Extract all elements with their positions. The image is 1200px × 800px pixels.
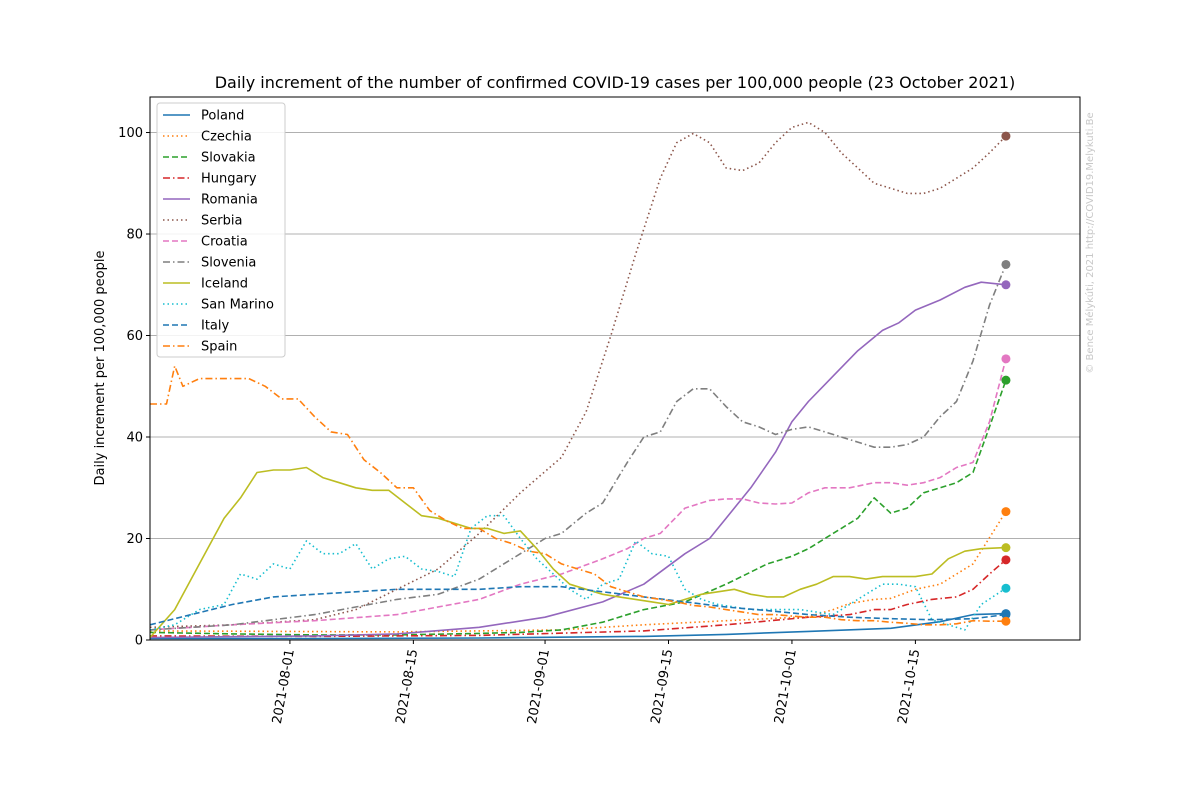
legend-label-slovakia: Slovakia	[201, 151, 256, 166]
series-line-spain	[150, 365, 1006, 626]
series-endpoint-slovenia	[1001, 259, 1011, 269]
legend-label-poland: Poland	[201, 109, 244, 124]
legend-label-hungary: Hungary	[201, 172, 257, 187]
series-line-iceland	[149, 466, 1006, 639]
watermark-text: © Bence Mélykúti, 2021 http://COVID19.Me…	[1084, 112, 1096, 373]
legend-box	[156, 102, 286, 358]
y-tick-label: 20	[126, 532, 143, 547]
series-line-slovenia	[149, 264, 1007, 631]
series-endpoint-iceland	[1001, 543, 1011, 553]
y-tick-label: 100	[118, 126, 143, 141]
series-line-poland	[150, 612, 1006, 640]
y-tick-label: 0	[135, 634, 143, 649]
series-line-serbia	[149, 121, 1007, 629]
series-endpoint-czechia	[1001, 507, 1011, 517]
y-axis-label: Daily increment per 100,000 people	[93, 251, 108, 486]
grid-layer	[150, 132, 1080, 540]
y-axis: 0 20 40 60 80 100	[118, 126, 150, 649]
legend-label-iceland: Iceland	[201, 277, 248, 292]
series-endpoint-san-marino	[1001, 583, 1011, 593]
y-tick-label: 60	[126, 329, 143, 344]
chart-title: Daily increment of the number of confirm…	[215, 73, 1016, 92]
legend-label-slovenia: Slovenia	[201, 256, 256, 271]
endpoint-layer	[1001, 131, 1011, 626]
series-line-czechia	[149, 511, 1007, 633]
legend-label-czechia: Czechia	[201, 130, 252, 145]
legend-label-serbia: Serbia	[201, 214, 242, 229]
legend-label-italy: Italy	[201, 319, 230, 334]
plot-frame	[149, 96, 1081, 641]
series-layer	[149, 121, 1007, 640]
series-endpoint-italy	[1001, 610, 1011, 620]
legend-label-san-marino: San Marino	[201, 298, 274, 313]
series-endpoint-serbia	[1001, 131, 1011, 141]
legend-label-croatia: Croatia	[201, 235, 248, 250]
series-line-hungary	[149, 559, 1007, 638]
legend-label-spain: Spain	[201, 340, 237, 355]
series-line-italy	[149, 585, 1006, 626]
series-endpoint-hungary	[1001, 555, 1011, 565]
series-line-san-marino	[149, 514, 1007, 631]
series-line-romania	[149, 281, 1006, 639]
y-tick-label: 40	[126, 431, 143, 446]
series-endpoint-romania	[1001, 280, 1011, 290]
series-line-slovakia	[149, 379, 1007, 636]
series-endpoint-slovakia	[1001, 375, 1011, 385]
y-tick-label: 80	[126, 228, 143, 243]
series-endpoint-spain	[1001, 616, 1011, 626]
legend: Poland Czechia Slovakia Hungary Romania Serbi…	[156, 102, 286, 358]
legend-label-romania: Romania	[201, 193, 258, 208]
series-endpoint-croatia	[1001, 354, 1011, 364]
